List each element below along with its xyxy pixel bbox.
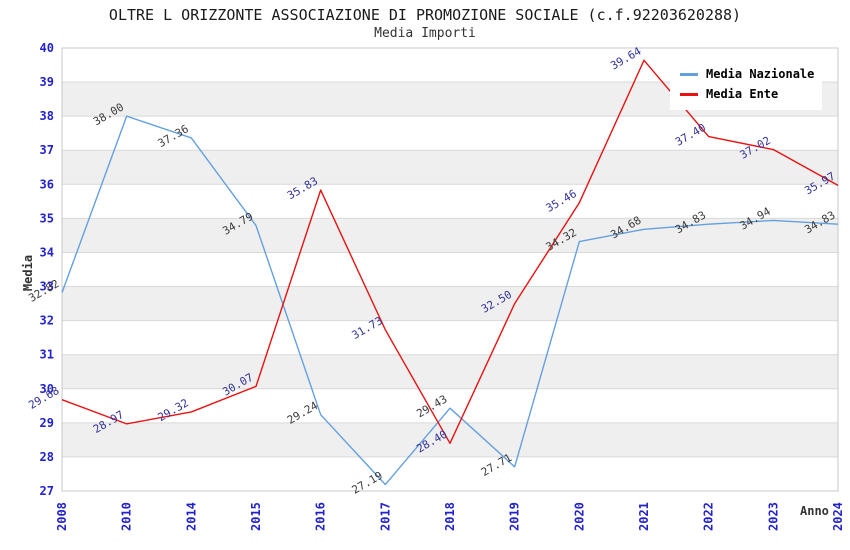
legend: Media Nazionale Media Ente [670,58,822,110]
y-tick-label: 31 [40,348,54,362]
data-label-media-ente: 29.32 [156,396,191,424]
y-tick-label: 40 [40,41,54,55]
y-tick-label: 37 [40,143,54,157]
x-tick-label: 2020 [572,502,586,531]
data-label-media-nazionale: 37.36 [156,122,191,150]
x-tick-label: 2018 [443,502,457,531]
y-tick-label: 39 [40,75,54,89]
x-tick-label: 2015 [249,502,263,531]
y-tick-label: 32 [40,314,54,328]
x-tick-label: 2019 [508,502,522,531]
grid-band [62,150,838,185]
x-tick-label: 2014 [184,502,198,531]
y-tick-label: 33 [40,280,54,294]
legend-swatch-ente [680,92,698,96]
grid-band [62,422,838,457]
x-tick-label: 2024 [831,502,845,531]
y-axis-label: Media [21,254,35,292]
x-tick-label: 2008 [55,502,69,531]
data-label-media-ente: 39.64 [608,44,644,72]
chart-title: OLTRE L ORIZZONTE ASSOCIAZIONE DI PROMOZ… [108,6,742,24]
legend-item-media-ente: Media Ente [674,84,818,104]
grid-band [62,354,838,389]
legend-label-nazionale: Media Nazionale [706,67,815,81]
legend-label-ente: Media Ente [706,87,779,101]
series-line-media-nazionale [61,115,839,486]
y-tick-label: 27 [40,484,54,498]
plot-border [61,47,839,492]
series-line-media-ente [61,59,839,444]
legend-swatch-nazionale [680,72,698,76]
y-tick-label: 28 [40,450,54,464]
y-tick-label: 34 [40,245,54,259]
y-tick-label: 29 [40,416,54,430]
legend-item-media-nazionale: Media Nazionale [674,64,818,84]
x-axis-label: Anno [800,504,829,518]
x-tick-label: 2017 [378,502,392,531]
y-tick-label: 30 [40,382,54,396]
x-tick-label: 2021 [637,502,651,531]
data-label-media-nazionale: 29.43 [414,393,449,421]
x-tick-label: 2016 [314,502,328,531]
x-tick-label: 2010 [120,502,134,531]
chart-subtitle: Media Importi [374,26,476,41]
y-tick-label: 38 [40,109,54,123]
grid-band [62,286,838,321]
x-tick-label: 2022 [702,502,716,531]
data-label-media-ente: 37.40 [673,121,708,149]
data-label-media-nazionale: 27.19 [350,469,385,497]
y-tick-label: 36 [40,177,54,191]
y-tick-label: 35 [40,211,54,225]
x-tick-label: 2023 [766,502,780,531]
